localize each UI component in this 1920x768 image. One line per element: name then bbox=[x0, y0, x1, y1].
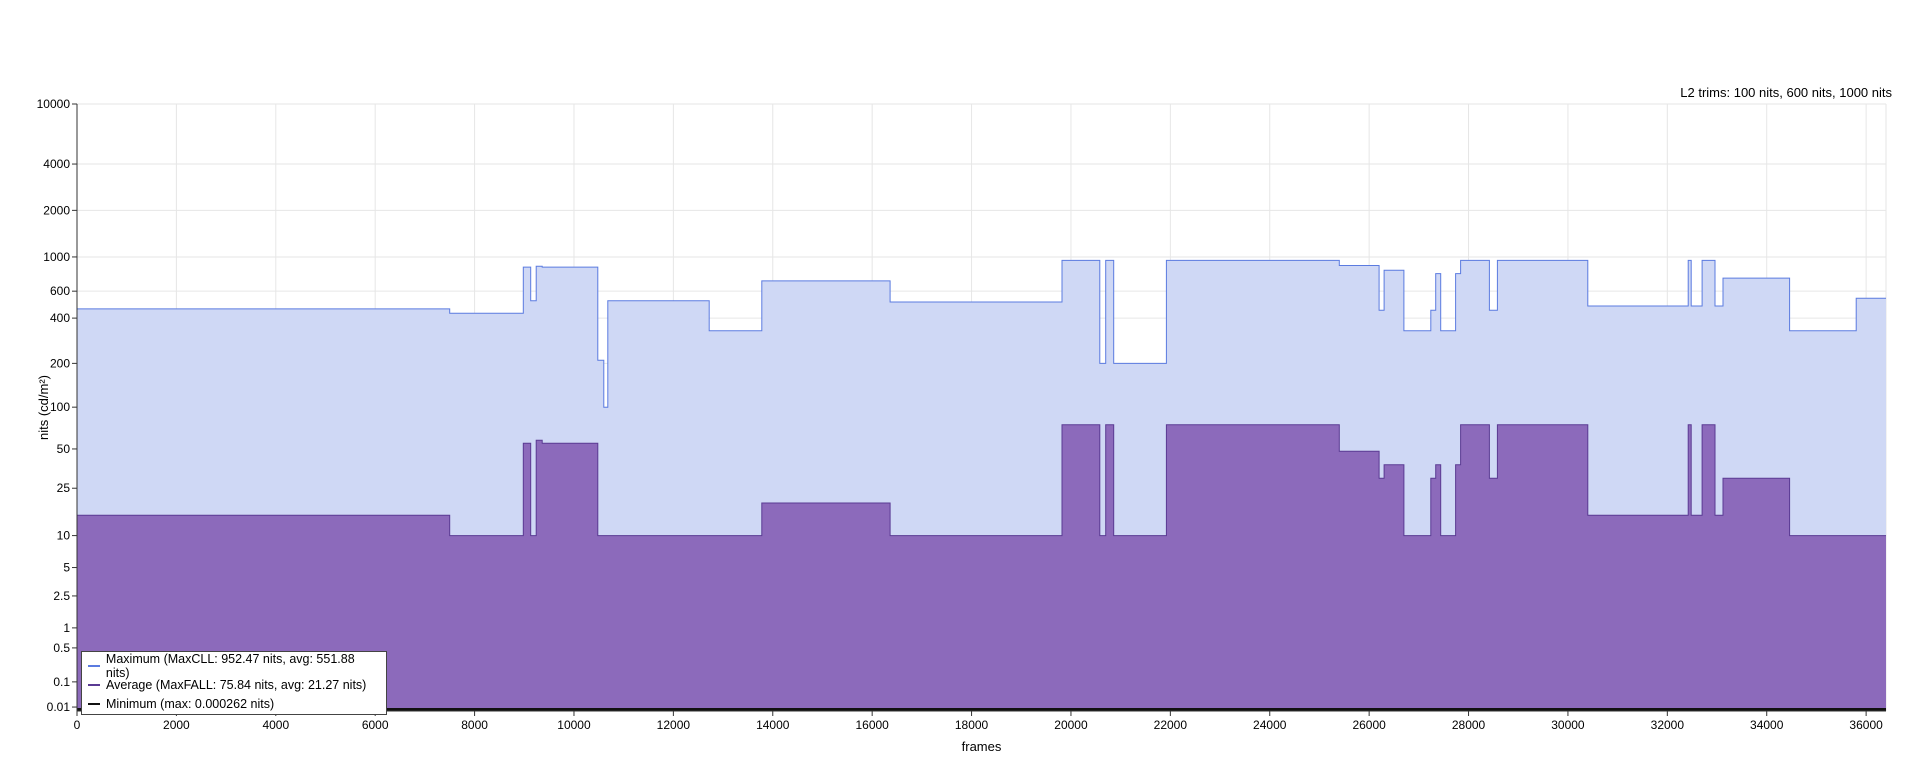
x-tick-label: 28000 bbox=[1452, 718, 1486, 732]
series-maximum-line bbox=[77, 259, 1886, 408]
y-tick-label: 10 bbox=[57, 529, 71, 543]
x-tick-label: 20000 bbox=[1054, 718, 1088, 732]
legend-item-maximum: Maximum (MaxCLL: 952.47 nits, avg: 551.8… bbox=[88, 652, 380, 680]
x-tick-label: 0 bbox=[74, 718, 81, 732]
y-tick-label: 4000 bbox=[43, 157, 70, 171]
x-tick-label: 18000 bbox=[955, 718, 989, 732]
y-tick-label: 25 bbox=[57, 481, 71, 495]
x-tick-label: 36000 bbox=[1849, 718, 1883, 732]
x-tick-label: 2000 bbox=[163, 718, 190, 732]
x-tick-label: 4000 bbox=[262, 718, 289, 732]
legend-item-minimum: Minimum (max: 0.000262 nits) bbox=[88, 694, 380, 713]
y-tick-label: 1 bbox=[63, 621, 70, 635]
x-tick-label: 14000 bbox=[756, 718, 790, 732]
series-average-line bbox=[77, 424, 1886, 537]
x-tick-label: 34000 bbox=[1750, 718, 1784, 732]
legend-swatch-maximum bbox=[88, 664, 100, 667]
x-tick-label: 30000 bbox=[1551, 718, 1585, 732]
y-tick-label: 0.1 bbox=[53, 675, 70, 689]
x-axis-title: frames bbox=[962, 739, 1002, 754]
y-tick-label: 600 bbox=[50, 284, 70, 298]
y-tick-label: 1000 bbox=[43, 250, 70, 264]
x-tick-label: 8000 bbox=[461, 718, 488, 732]
y-axis-title: nits (cd/m²) bbox=[36, 375, 51, 440]
legend: Maximum (MaxCLL: 952.47 nits, avg: 551.8… bbox=[81, 651, 387, 715]
y-tick-label: 400 bbox=[50, 311, 70, 325]
legend-swatch-minimum bbox=[88, 702, 100, 705]
legend-item-average: Average (MaxFALL: 75.84 nits, avg: 21.27… bbox=[88, 675, 380, 694]
y-tick-label: 2.5 bbox=[53, 589, 70, 603]
y-tick-label: 100 bbox=[50, 400, 70, 414]
x-tick-label: 22000 bbox=[1154, 718, 1188, 732]
x-tick-label: 12000 bbox=[657, 718, 691, 732]
chart-subtitle: L2 trims: 100 nits, 600 nits, 1000 nits bbox=[1680, 85, 1892, 100]
y-tick-label: 50 bbox=[57, 442, 71, 456]
y-tick-label: 0.01 bbox=[47, 700, 71, 714]
legend-label-minimum: Minimum (max: 0.000262 nits) bbox=[106, 696, 275, 711]
series-average-area bbox=[77, 424, 1886, 711]
x-tick-label: 6000 bbox=[362, 718, 389, 732]
legend-label-average: Average (MaxFALL: 75.84 nits, avg: 21.27… bbox=[106, 677, 367, 692]
x-tick-label: 16000 bbox=[855, 718, 889, 732]
series-layer bbox=[77, 259, 1886, 711]
y-tick-label: 0.5 bbox=[53, 641, 70, 655]
y-tick-label: 200 bbox=[50, 356, 70, 370]
x-tick-label: 26000 bbox=[1352, 718, 1386, 732]
x-tick-label: 32000 bbox=[1651, 718, 1685, 732]
y-tick-label: 5 bbox=[63, 561, 70, 575]
x-tick-label: 10000 bbox=[557, 718, 591, 732]
legend-label-maximum: Maximum (MaxCLL: 952.47 nits, avg: 551.8… bbox=[105, 651, 355, 680]
y-tick-label: 10000 bbox=[37, 97, 71, 111]
x-tick-label: 24000 bbox=[1253, 718, 1287, 732]
legend-swatch-average bbox=[88, 683, 100, 686]
y-tick-label: 2000 bbox=[43, 203, 70, 217]
